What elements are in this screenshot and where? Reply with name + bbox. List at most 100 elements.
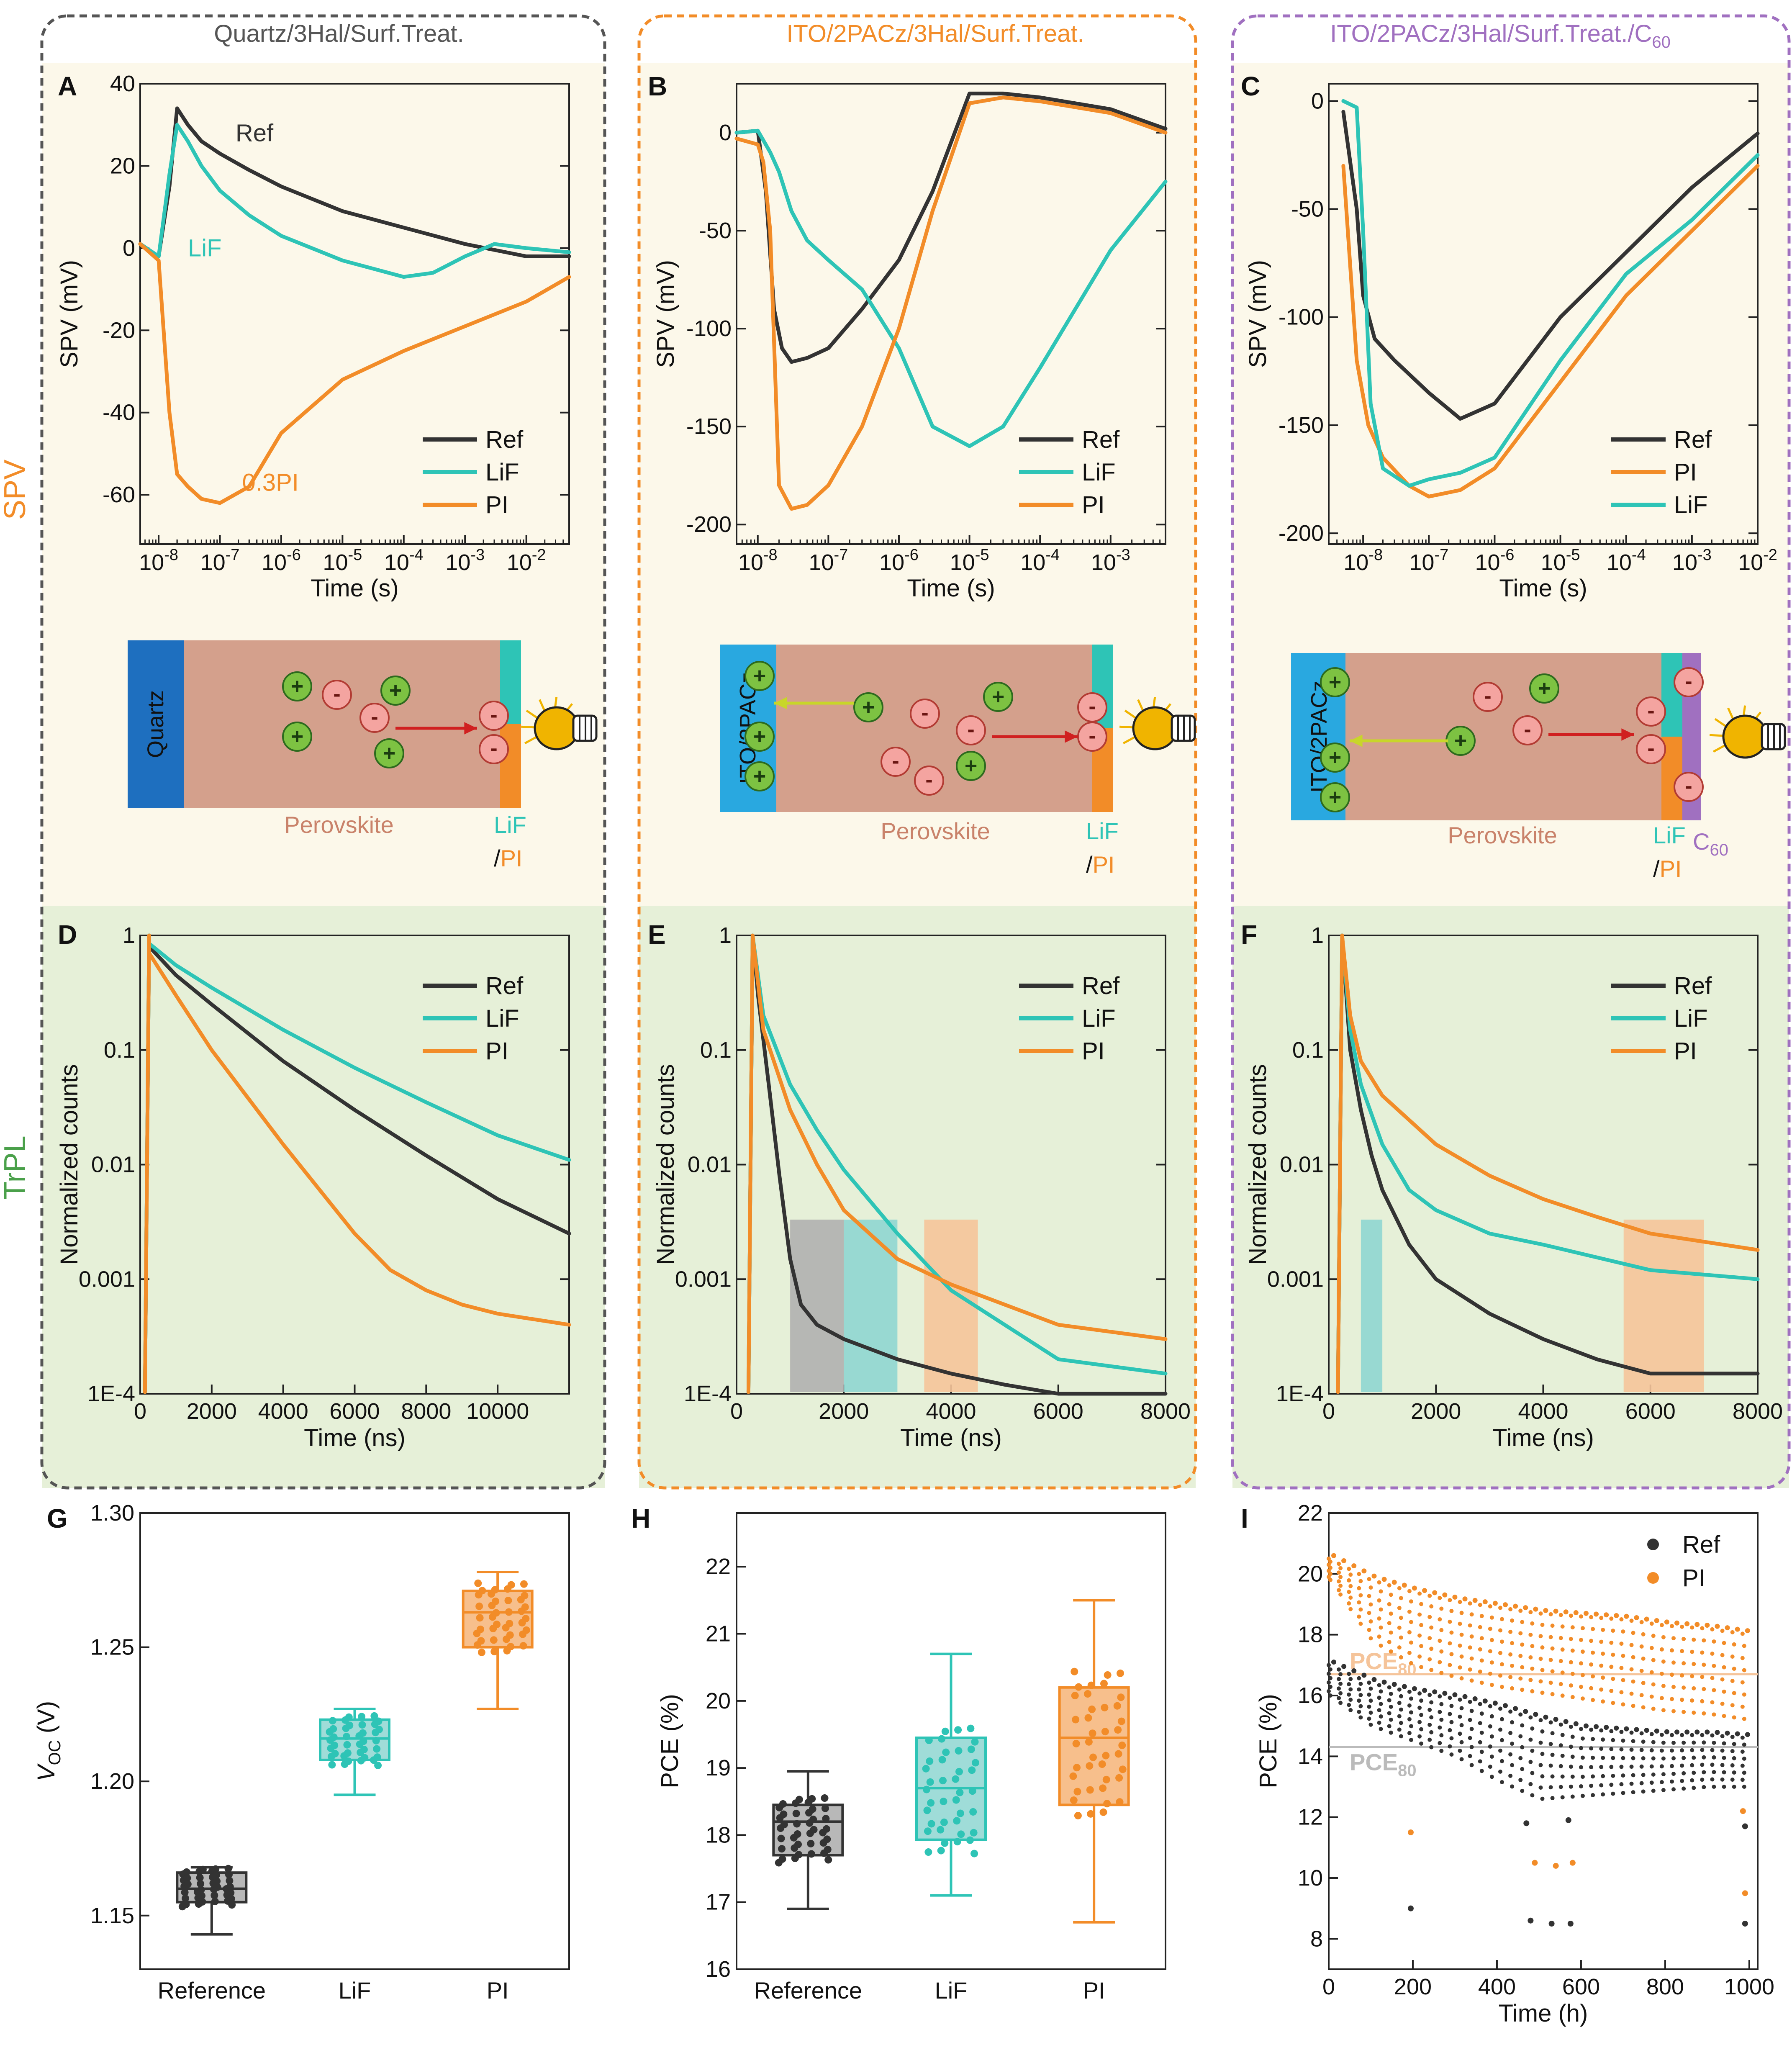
- data-point-ref: [1459, 1706, 1464, 1711]
- data-point: [926, 1778, 934, 1786]
- x-tick-base: 10: [809, 550, 834, 575]
- chart-E: 0 2000 4000 6000 8000 1 0.1 0.01 0.001 1E-4 Time (…: [648, 920, 1191, 1452]
- data-point-pi: [1489, 1615, 1494, 1620]
- electron-icon: [1473, 682, 1503, 712]
- data-point-ref: [1328, 1676, 1332, 1680]
- data-point: [1086, 1786, 1094, 1794]
- data-point-ref: [1439, 1733, 1444, 1738]
- data-point: [1104, 1671, 1112, 1679]
- data-point-pi: [1670, 1648, 1674, 1653]
- x-tick-exp: -7: [834, 546, 848, 564]
- data-point-pi: [1661, 1659, 1666, 1664]
- hole-icon: [745, 661, 775, 691]
- y-tick-label: -150: [1279, 413, 1324, 438]
- data-point: [182, 1868, 190, 1876]
- data-point: [212, 1871, 220, 1879]
- data-point-ref: [1328, 1667, 1332, 1672]
- data-point-ref: [1619, 1729, 1624, 1734]
- data-point-pi: [1651, 1682, 1656, 1687]
- light-ray: [524, 735, 539, 745]
- y-tick-label: 1E-4: [684, 1381, 732, 1406]
- data-point-pi: [1469, 1678, 1474, 1683]
- data-point-pi: [1599, 1687, 1604, 1692]
- data-point-pi: [1548, 1635, 1553, 1639]
- data-point-ref: [1702, 1740, 1706, 1745]
- data-point-ref: [1609, 1765, 1614, 1769]
- data-point-ref: [1589, 1746, 1594, 1751]
- data-point-pi: [1641, 1705, 1646, 1710]
- data-point-pi: [1580, 1696, 1585, 1701]
- x-tick-label: 6000: [1033, 1399, 1083, 1424]
- y-tick-label: 0: [719, 120, 732, 145]
- data-point-pi: [1742, 1644, 1746, 1648]
- outlier-ref: [1567, 1921, 1574, 1927]
- data-point-ref: [1397, 1687, 1402, 1692]
- data-point-ref: [1397, 1727, 1402, 1732]
- data-point-pi: [1533, 1606, 1538, 1612]
- data-point-ref: [1682, 1786, 1686, 1791]
- data-point: [374, 1761, 382, 1769]
- data-point-ref: [1680, 1733, 1684, 1737]
- data-point-pi: [1341, 1558, 1347, 1563]
- data-point-ref: [1722, 1785, 1726, 1789]
- data-point-ref: [1692, 1786, 1696, 1790]
- data-point-ref: [1649, 1764, 1654, 1769]
- data-point: [824, 1845, 832, 1853]
- data-point-pi: [1579, 1685, 1583, 1689]
- data-point-ref: [1553, 1716, 1558, 1722]
- y-tick-label: 20: [1298, 1561, 1323, 1586]
- data-point: [213, 1877, 221, 1885]
- data-point-pi: [1619, 1666, 1624, 1670]
- data-point-ref: [1720, 1748, 1725, 1753]
- data-point-ref: [1347, 1682, 1351, 1687]
- data-point-pi: [1569, 1660, 1573, 1665]
- y-tick-label: 16: [1298, 1683, 1323, 1708]
- data-point-pi: [1357, 1572, 1361, 1576]
- data-point: [807, 1850, 815, 1858]
- data-point-pi: [1680, 1698, 1684, 1702]
- data-point: [373, 1745, 381, 1753]
- data-point: [197, 1880, 205, 1888]
- data-point-pi: [1702, 1662, 1706, 1667]
- pi-text: PI: [1093, 851, 1115, 878]
- legend-label-lif: LiF: [1674, 491, 1708, 519]
- data-point: [328, 1761, 336, 1769]
- data-point-ref: [1459, 1757, 1464, 1762]
- data-point-ref: [1609, 1729, 1614, 1734]
- data-point: [779, 1800, 787, 1808]
- legend-label-pi: PI: [1682, 1565, 1705, 1592]
- data-point-ref: [1621, 1773, 1625, 1778]
- data-point-pi: [1538, 1657, 1543, 1661]
- data-point: [1103, 1800, 1111, 1808]
- data-point-pi: [1530, 1689, 1535, 1693]
- data-point-ref: [1742, 1770, 1746, 1775]
- data-point-ref: [1569, 1744, 1573, 1749]
- data-point: [822, 1825, 830, 1833]
- data-point-ref: [1700, 1762, 1705, 1767]
- data-point-ref: [1518, 1778, 1523, 1782]
- minus-sign: -: [967, 717, 974, 742]
- data-point-pi: [1641, 1632, 1646, 1637]
- data-point-pi: [1680, 1649, 1684, 1653]
- plus-sign: +: [291, 674, 303, 699]
- data-point-ref: [1601, 1774, 1605, 1778]
- data-point: [344, 1749, 352, 1757]
- data-point-ref: [1449, 1703, 1454, 1708]
- data-point-pi: [1591, 1650, 1595, 1655]
- data-point-pi: [1583, 1611, 1589, 1616]
- y-axis-label: SPV (mV): [1244, 260, 1271, 368]
- data-point: [1099, 1784, 1107, 1792]
- data-point-ref: [1730, 1749, 1735, 1753]
- data-point-pi: [1664, 1619, 1669, 1625]
- data-point-ref: [1412, 1686, 1417, 1691]
- data-point-ref: [1732, 1785, 1736, 1789]
- data-point-pi: [1427, 1593, 1432, 1598]
- data-point-pi: [1570, 1695, 1575, 1699]
- column-title-a: Quartz/3Hal/Surf.Treat.: [214, 20, 464, 47]
- data-point: [478, 1648, 485, 1656]
- data-point-ref: [1478, 1702, 1482, 1706]
- data-point-ref: [1649, 1732, 1654, 1737]
- data-point: [329, 1725, 337, 1733]
- lightbulb-icon: [1722, 714, 1768, 759]
- data-point-ref: [1347, 1692, 1351, 1697]
